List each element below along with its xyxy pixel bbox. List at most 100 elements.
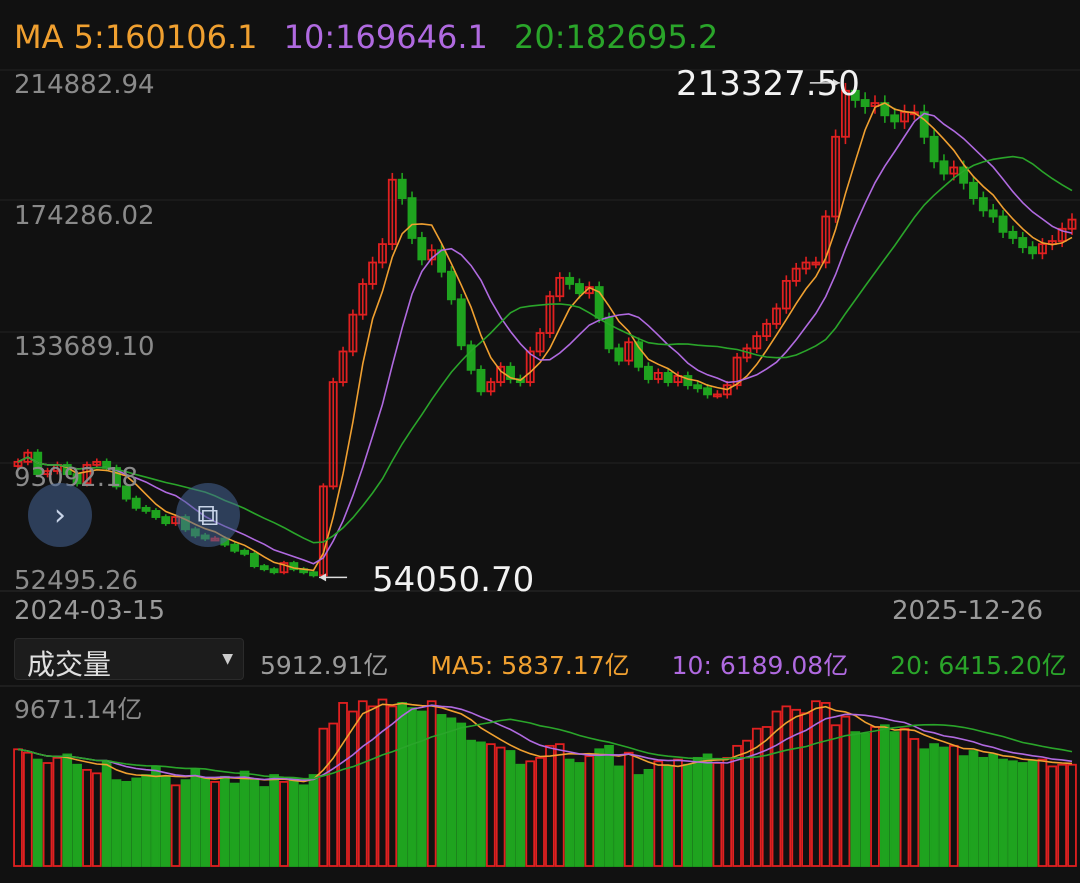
volume-bar-down bbox=[702, 753, 713, 867]
candle-up bbox=[624, 341, 634, 362]
candle-up bbox=[43, 470, 52, 476]
candle-down bbox=[131, 497, 141, 509]
volume-bar-down bbox=[692, 756, 703, 867]
low-annotation: 54050.70 bbox=[372, 560, 535, 600]
candle-down bbox=[456, 298, 466, 347]
candle-up bbox=[772, 307, 781, 325]
candle-down bbox=[1018, 237, 1028, 249]
candle-down bbox=[112, 467, 121, 488]
volume-ma10: 10: 6189.08亿 bbox=[671, 651, 849, 680]
volume-bar-down bbox=[72, 763, 82, 867]
volume-bar-up bbox=[279, 780, 289, 867]
volume-bar-down bbox=[1017, 762, 1028, 867]
candle-up bbox=[338, 350, 348, 384]
volume-bar-up bbox=[170, 784, 181, 867]
volume-bar-down bbox=[121, 780, 132, 867]
volume-bar-up bbox=[584, 755, 595, 867]
indicator-select-label: 成交量 bbox=[27, 648, 112, 681]
volume-bar-down bbox=[929, 743, 939, 867]
candle-up bbox=[762, 322, 772, 338]
candle-up bbox=[486, 381, 496, 393]
candle-down bbox=[683, 375, 693, 387]
volume-bar-down bbox=[151, 765, 161, 867]
volume-bar-up bbox=[948, 744, 959, 867]
volume-bar-down bbox=[160, 775, 171, 867]
volume-bar-down bbox=[643, 768, 654, 867]
volume-bar-up bbox=[1067, 763, 1077, 867]
volume-bar-down bbox=[919, 748, 930, 867]
volume-bar-up bbox=[751, 727, 762, 867]
volume-bar-down bbox=[200, 777, 210, 867]
candle-down bbox=[565, 276, 575, 285]
candle-up bbox=[1067, 218, 1077, 230]
volume-bar-up bbox=[485, 743, 496, 867]
volume-bar-down bbox=[889, 731, 900, 867]
candle-up bbox=[525, 350, 535, 384]
volume-bar-up bbox=[525, 760, 536, 867]
volume-ma5-line bbox=[17, 702, 1073, 783]
volume-bar-down bbox=[141, 774, 151, 867]
volume-bar-up bbox=[52, 756, 63, 867]
chevron-right-icon[interactable]: › bbox=[28, 483, 92, 547]
volume-bar-down bbox=[505, 750, 516, 867]
volume-current: 5912.91亿 bbox=[260, 651, 389, 680]
volume-bar-up bbox=[348, 710, 358, 867]
candle-down bbox=[161, 516, 171, 525]
volume-bar-down bbox=[249, 779, 260, 867]
candle-down bbox=[466, 344, 476, 371]
volume-bar-down bbox=[446, 717, 457, 867]
volume-bar-down bbox=[515, 763, 526, 867]
volume-bar-up bbox=[899, 727, 910, 867]
candle-down bbox=[919, 111, 929, 138]
candle-down bbox=[1028, 246, 1038, 255]
volume-bar-down bbox=[860, 732, 870, 867]
volume-bar-up bbox=[91, 772, 102, 867]
volume-bar-up bbox=[1047, 765, 1058, 867]
candle-down bbox=[269, 568, 279, 574]
volume-bar-up bbox=[495, 746, 506, 867]
candle-down bbox=[988, 209, 998, 218]
candle-down bbox=[663, 372, 673, 384]
ma20-label: 20:182695.2 bbox=[514, 18, 719, 56]
volume-bar-up bbox=[781, 705, 792, 867]
candle-down bbox=[634, 341, 644, 368]
candle-down bbox=[407, 197, 417, 239]
volume-bar-down bbox=[880, 724, 890, 867]
volume-bar-up bbox=[367, 705, 378, 867]
start-date: 2024-03-15 bbox=[14, 596, 166, 626]
volume-bar-up bbox=[742, 739, 752, 867]
volume-bar-down bbox=[239, 770, 250, 867]
volume-bar-down bbox=[594, 748, 605, 867]
volume-bar-down bbox=[417, 710, 427, 867]
volume-bar-down bbox=[101, 760, 112, 867]
candle-down bbox=[437, 249, 447, 273]
volume-bar-down bbox=[998, 758, 1008, 867]
drawing-tool-icon[interactable]: ⧉ bbox=[176, 483, 240, 547]
candle-up bbox=[722, 384, 732, 396]
volume-bar-down bbox=[288, 777, 299, 867]
candle-down bbox=[978, 197, 988, 212]
volume-bar-down bbox=[968, 750, 979, 867]
volume-bar-down bbox=[978, 756, 989, 867]
price-ma20-line bbox=[17, 155, 1073, 544]
candle-up bbox=[1038, 243, 1047, 255]
candle-down bbox=[998, 215, 1008, 233]
volume-bar-up bbox=[673, 758, 683, 867]
volume-bar-down bbox=[111, 779, 122, 867]
ma5-label: MA 5:160106.1 bbox=[14, 18, 258, 56]
volume-bar-up bbox=[732, 744, 742, 867]
candle-down bbox=[141, 506, 151, 512]
volume-bar-down bbox=[131, 777, 142, 867]
candle-down bbox=[969, 181, 978, 200]
indicator-select[interactable]: 成交量 ▼ bbox=[14, 638, 244, 681]
volume-bar-up bbox=[1057, 763, 1067, 867]
ma10-label: 10:169646.1 bbox=[283, 18, 488, 56]
volume-bar-down bbox=[574, 762, 585, 867]
candle-down bbox=[575, 283, 584, 295]
volume-bar-down bbox=[190, 768, 201, 867]
candle-down bbox=[476, 368, 486, 393]
volume-bar-up bbox=[328, 722, 339, 867]
volume-bar-up bbox=[712, 762, 723, 867]
volume-bar-up bbox=[791, 708, 802, 867]
